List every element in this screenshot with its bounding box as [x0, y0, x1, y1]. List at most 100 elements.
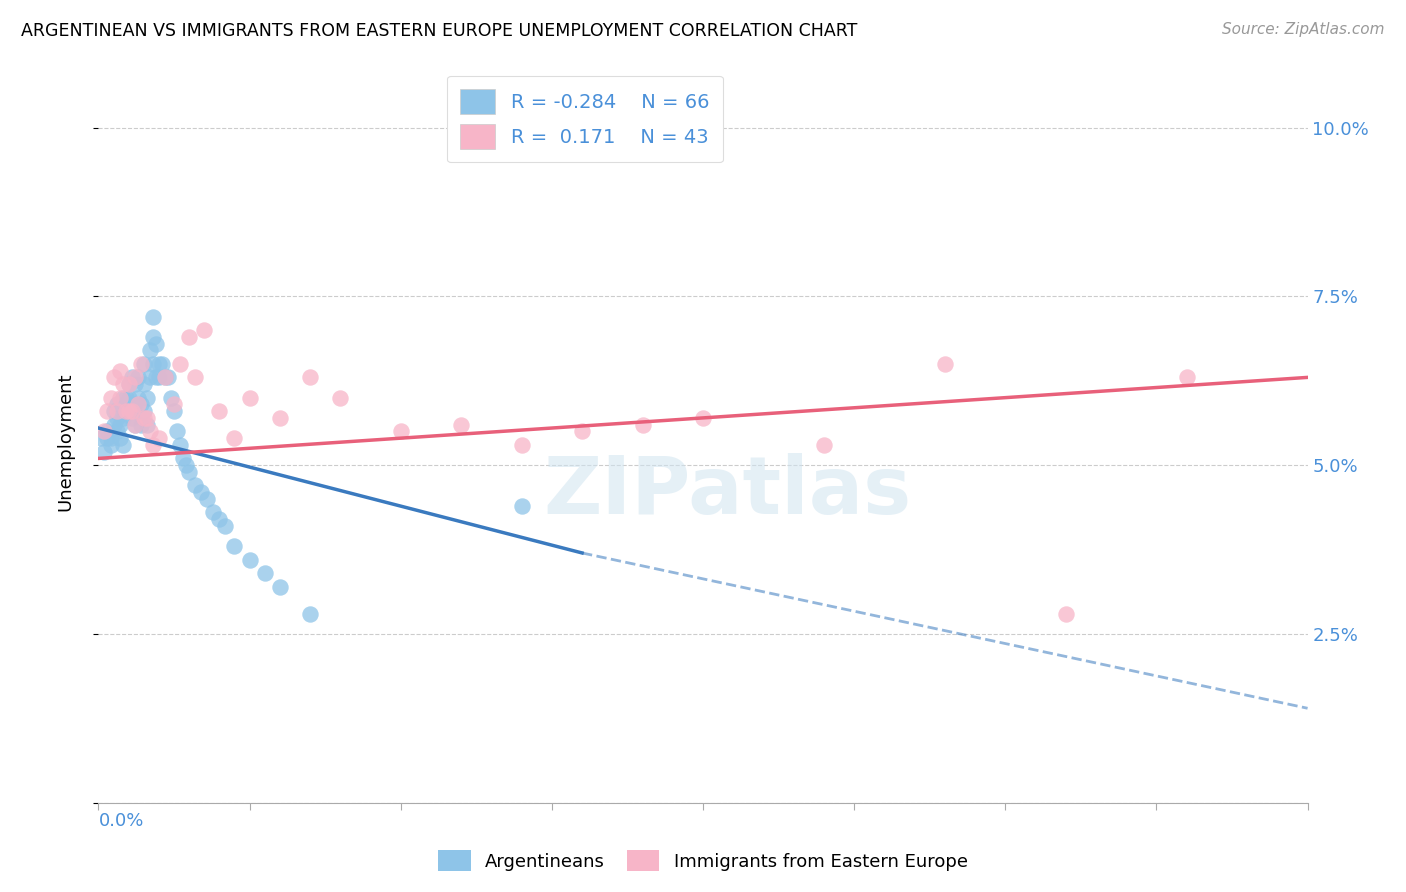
- Point: [239, 552, 262, 566]
- Point: [114, 391, 136, 405]
- Point: [111, 377, 134, 392]
- Point: [121, 370, 143, 384]
- Point: [172, 451, 194, 466]
- Point: [692, 411, 714, 425]
- Point: [208, 512, 231, 526]
- Point: [114, 404, 136, 418]
- Point: [132, 377, 155, 392]
- Point: [90, 431, 112, 445]
- Point: [129, 417, 152, 432]
- Point: [166, 425, 188, 439]
- Point: [118, 391, 141, 405]
- Point: [111, 438, 134, 452]
- Point: [121, 411, 143, 425]
- Point: [299, 607, 322, 621]
- Point: [139, 370, 162, 384]
- Point: [127, 370, 149, 384]
- Point: [96, 404, 118, 418]
- Point: [214, 519, 236, 533]
- Point: [129, 397, 152, 411]
- Point: [103, 417, 125, 432]
- Point: [156, 370, 179, 384]
- Point: [174, 458, 197, 472]
- Point: [135, 391, 157, 405]
- Point: [389, 425, 412, 439]
- Point: [169, 357, 191, 371]
- Point: [118, 404, 141, 418]
- Point: [103, 370, 125, 384]
- Point: [202, 505, 225, 519]
- Point: [127, 397, 149, 411]
- Text: ZIPatlas: ZIPatlas: [543, 453, 911, 531]
- Point: [163, 397, 186, 411]
- Point: [1175, 370, 1198, 384]
- Point: [135, 411, 157, 425]
- Point: [124, 370, 146, 384]
- Point: [111, 391, 134, 405]
- Point: [150, 357, 173, 371]
- Point: [253, 566, 276, 581]
- Point: [108, 364, 131, 378]
- Point: [934, 357, 956, 371]
- Point: [224, 431, 246, 445]
- Point: [142, 310, 165, 324]
- Point: [124, 417, 146, 432]
- Point: [142, 357, 165, 371]
- Point: [105, 425, 128, 439]
- Point: [108, 417, 131, 432]
- Point: [139, 425, 162, 439]
- Point: [631, 417, 654, 432]
- Point: [1054, 607, 1077, 621]
- Point: [93, 444, 115, 458]
- Legend: R = -0.284    N = 66, R =  0.171    N = 43: R = -0.284 N = 66, R = 0.171 N = 43: [447, 76, 723, 162]
- Point: [184, 370, 207, 384]
- Point: [153, 370, 176, 384]
- Point: [195, 491, 218, 506]
- Point: [132, 411, 155, 425]
- Text: 0.0%: 0.0%: [98, 813, 143, 830]
- Point: [329, 391, 352, 405]
- Point: [160, 391, 183, 405]
- Point: [118, 377, 141, 392]
- Point: [108, 391, 131, 405]
- Point: [163, 404, 186, 418]
- Point: [124, 397, 146, 411]
- Y-axis label: Unemployment: Unemployment: [56, 372, 75, 511]
- Point: [96, 425, 118, 439]
- Point: [148, 370, 170, 384]
- Point: [105, 397, 128, 411]
- Point: [132, 357, 155, 371]
- Point: [269, 411, 291, 425]
- Point: [169, 438, 191, 452]
- Point: [108, 431, 131, 445]
- Point: [510, 438, 533, 452]
- Point: [299, 370, 322, 384]
- Point: [179, 330, 201, 344]
- Point: [142, 330, 165, 344]
- Point: [129, 357, 152, 371]
- Point: [224, 539, 246, 553]
- Point: [111, 411, 134, 425]
- Point: [145, 370, 167, 384]
- Text: ARGENTINEAN VS IMMIGRANTS FROM EASTERN EUROPE UNEMPLOYMENT CORRELATION CHART: ARGENTINEAN VS IMMIGRANTS FROM EASTERN E…: [21, 22, 858, 40]
- Point: [190, 485, 212, 500]
- Point: [239, 391, 262, 405]
- Point: [148, 431, 170, 445]
- Point: [105, 404, 128, 418]
- Point: [103, 404, 125, 418]
- Point: [100, 438, 122, 452]
- Point: [510, 499, 533, 513]
- Point: [269, 580, 291, 594]
- Point: [96, 431, 118, 445]
- Point: [145, 336, 167, 351]
- Point: [148, 357, 170, 371]
- Point: [93, 425, 115, 439]
- Point: [179, 465, 201, 479]
- Point: [124, 377, 146, 392]
- Point: [135, 417, 157, 432]
- Point: [193, 323, 215, 337]
- Point: [118, 404, 141, 418]
- Point: [813, 438, 835, 452]
- Point: [153, 370, 176, 384]
- Point: [100, 431, 122, 445]
